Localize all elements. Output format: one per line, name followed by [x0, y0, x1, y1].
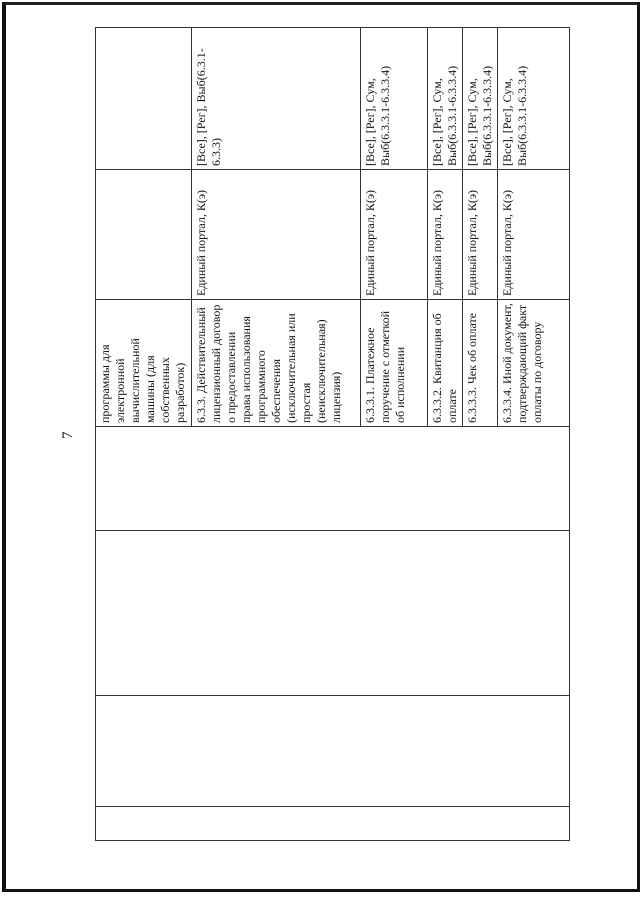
document-table: программы для электронной вычислительной… [95, 27, 570, 841]
empty-cell [95, 806, 570, 841]
description-cell: 6.3.3.4. Иной документ, подтверждающий ф… [497, 299, 570, 427]
description-cell: 6.3.3.2. Квитанция об оплате [427, 299, 463, 427]
source-cell: Единый портал, К(э) [462, 169, 498, 300]
description-cell: 6.3.3. Действительный лицензионный догов… [191, 299, 361, 427]
access-cell: [Все], [Рег], Сум, Выб(6.3.3.1-6.3.3.4) [497, 27, 570, 170]
source-cell: Единый портал, К(э) [360, 169, 428, 300]
source-cell: Единый портал, К(э) [497, 169, 570, 300]
page-number: 7 [60, 431, 76, 440]
access-cell: [Все], [Рег], Сум, Выб(6.3.3.1-6.3.3.4) [360, 27, 428, 170]
empty-cell [95, 695, 570, 807]
source-cell [95, 169, 192, 300]
empty-cell [95, 530, 570, 696]
access-cell: [Все], [Рег], Выб(6.3.1-6.3.3) [191, 27, 361, 170]
table-row: программы для электронной вычислительной… [95, 27, 570, 841]
description-cell: 6.3.3.1. Платежное поручение с отметкой … [360, 299, 428, 427]
source-cell: Единый портал, К(э) [427, 169, 463, 300]
description-cell: 6.3.3.3. Чек об оплате [462, 299, 498, 427]
access-cell [95, 27, 192, 170]
description-cell: программы для электронной вычислительной… [95, 299, 192, 427]
empty-cell [95, 426, 570, 531]
access-cell: [Все], [Рег], Сум, Выб(6.3.3.1-6.3.3.4) [462, 27, 498, 170]
access-cell: [Все], [Рег], Сум, Выб(6.3.3.1-6.3.3.4) [427, 27, 463, 170]
source-cell: Единый портал, К(э) [191, 169, 361, 300]
